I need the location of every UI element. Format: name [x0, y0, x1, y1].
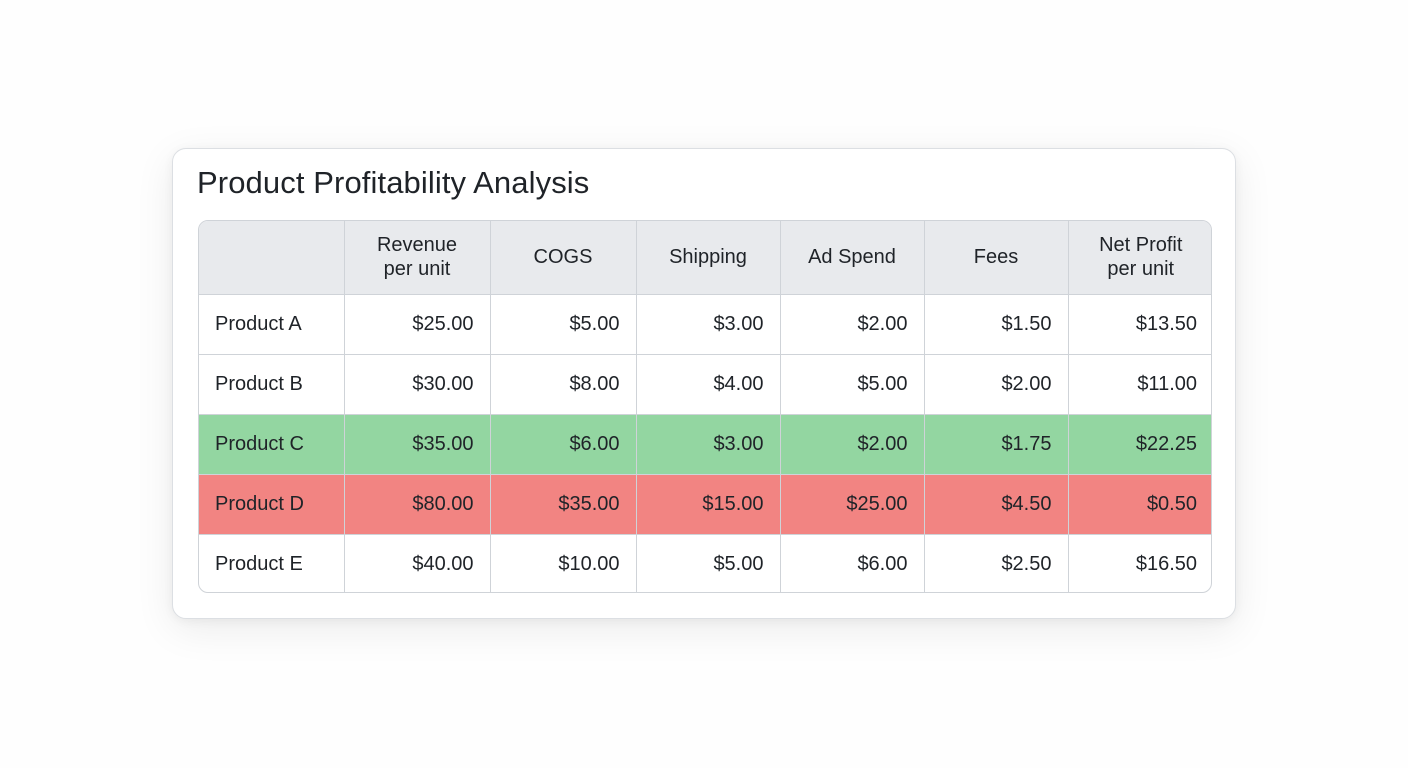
- profitability-table: Revenue per unit COGS Shipping Ad Spend …: [199, 221, 1211, 592]
- value-cell: $0.50: [1068, 474, 1211, 535]
- value-cell: $4.00: [636, 354, 781, 415]
- table-row: Product B $30.00 $8.00 $4.00 $5.00 $2.00 $11.0…: [199, 354, 1211, 415]
- table-row: Product E $40.00 $10.00 $5.00 $6.00 $2.50 $16.…: [199, 534, 1211, 592]
- value-cell: $2.00: [780, 414, 925, 475]
- product-name-cell: Product A: [199, 294, 345, 355]
- value-cell: $2.00: [780, 294, 925, 355]
- value-cell: $2.00: [924, 354, 1069, 415]
- value-cell: $35.00: [344, 414, 491, 475]
- value-cell: $35.00: [490, 474, 637, 535]
- value-cell: $5.00: [490, 294, 637, 355]
- value-cell: $1.75: [924, 414, 1069, 475]
- value-cell: $30.00: [344, 354, 491, 415]
- value-cell: $80.00: [344, 474, 491, 535]
- value-cell: $40.00: [344, 534, 491, 592]
- profitability-card: Product Profitability Analysis Revenue p…: [172, 148, 1236, 619]
- value-cell: $1.50: [924, 294, 1069, 355]
- value-cell: $25.00: [344, 294, 491, 355]
- table-body: Product A $25.00 $5.00 $3.00 $2.00 $1.50 $13.5…: [199, 294, 1211, 592]
- header-cell-shipping: Shipping: [636, 221, 781, 295]
- value-cell: $4.50: [924, 474, 1069, 535]
- value-cell: $2.50: [924, 534, 1069, 592]
- header-cell-net-profit: Net Profit per unit: [1068, 221, 1211, 295]
- table-row: Product D $80.00 $35.00 $15.00 $25.00 $4.50 $0…: [199, 474, 1211, 535]
- value-cell: $6.00: [780, 534, 925, 592]
- value-cell: $6.00: [490, 414, 637, 475]
- header-cell-revenue: Revenue per unit: [344, 221, 491, 295]
- product-name-cell: Product C: [199, 414, 345, 475]
- value-cell: $8.00: [490, 354, 637, 415]
- value-cell: $5.00: [780, 354, 925, 415]
- value-cell: $3.00: [636, 414, 781, 475]
- product-name-cell: Product D: [199, 474, 345, 535]
- product-name-cell: Product B: [199, 354, 345, 415]
- table-row: Product C $35.00 $6.00 $3.00 $2.00 $1.75 $22.2…: [199, 414, 1211, 475]
- product-name-cell: Product E: [199, 534, 345, 592]
- card-title: Product Profitability Analysis: [197, 165, 590, 200]
- value-cell: $25.00: [780, 474, 925, 535]
- value-cell: $16.50: [1135, 552, 1197, 575]
- value-cell: $5.00: [636, 534, 781, 592]
- header-cell-product: [199, 221, 345, 295]
- value-cell: $22.25: [1068, 414, 1211, 475]
- value-cell: $13.50: [1068, 294, 1211, 355]
- header-cell-cogs: COGS: [490, 221, 637, 295]
- value-cell: $10.00: [490, 534, 637, 592]
- header-row: Revenue per unit COGS Shipping Ad Spend …: [199, 221, 1211, 295]
- header-cell-fees: Fees: [924, 221, 1069, 295]
- value-cell: $11.00: [1068, 354, 1211, 415]
- table-container: Revenue per unit COGS Shipping Ad Spend …: [198, 220, 1212, 593]
- header-cell-ad-spend: Ad Spend: [780, 221, 925, 295]
- value-cell: $3.00: [636, 294, 781, 355]
- table-row: Product A $25.00 $5.00 $3.00 $2.00 $1.50 $13.5…: [199, 294, 1211, 355]
- value-cell: $15.00: [636, 474, 781, 535]
